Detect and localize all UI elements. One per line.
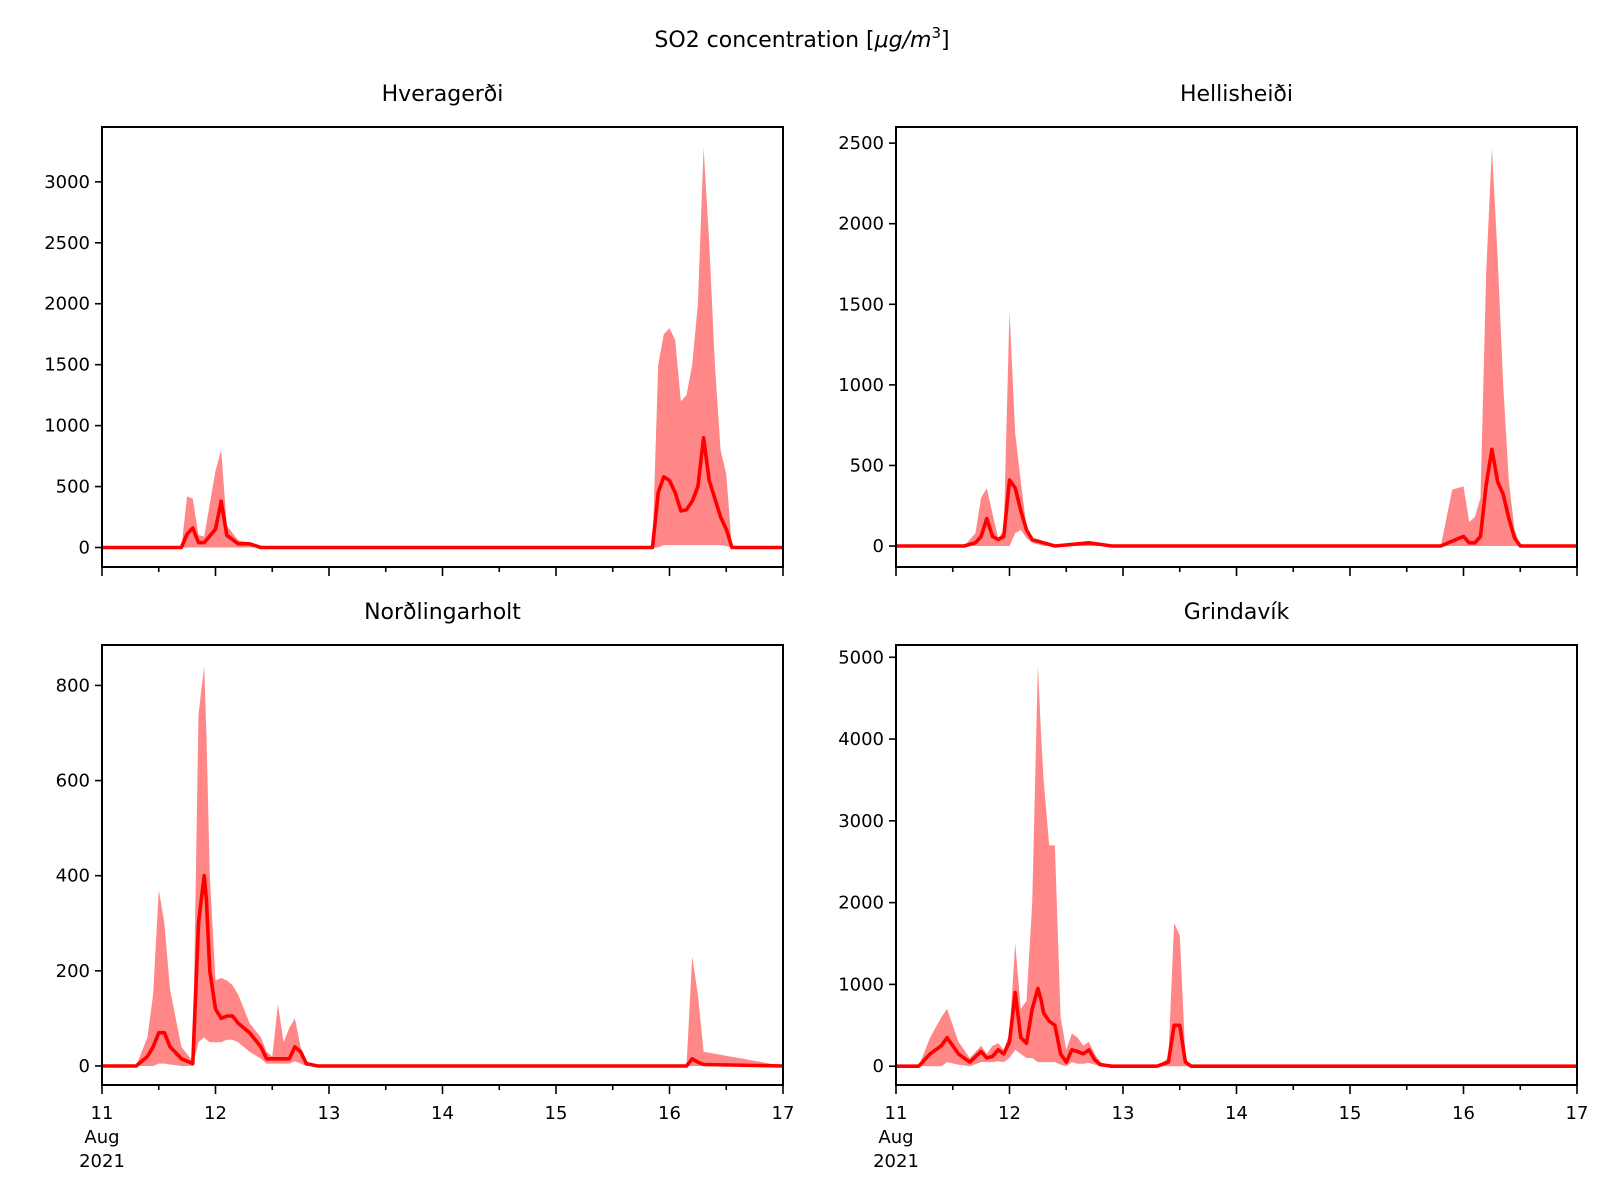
panel-title: Norðlingarholt	[364, 600, 521, 625]
figure-title: SO2 concentration [μg/m3]	[654, 24, 949, 53]
y-tick-label: 3000	[838, 811, 884, 832]
mean-line	[896, 447, 1577, 548]
mean-line	[102, 436, 783, 550]
y-tick-label: 0	[873, 536, 884, 557]
y-tick-label: 1000	[838, 375, 884, 396]
x-tick-label: 16	[1452, 1103, 1475, 1124]
x-tick-label: 11	[885, 1103, 908, 1124]
y-tick-label: 2000	[44, 294, 90, 315]
uncertainty-band	[102, 666, 783, 1066]
y-tick-label: 2500	[44, 233, 90, 254]
panel-title: Hellisheiði	[1180, 82, 1293, 107]
x-tick-label: 12	[998, 1103, 1021, 1124]
y-tick-label: 500	[56, 477, 90, 498]
y-tick-label: 0	[79, 1056, 90, 1077]
x-tick-label: 15	[1339, 1103, 1362, 1124]
panel-title: Grindavík	[1184, 600, 1290, 625]
y-tick-label: 2000	[838, 214, 884, 235]
y-tick-label: 4000	[838, 729, 884, 750]
y-tick-label: 3000	[44, 172, 90, 193]
y-tick-label: 1500	[44, 355, 90, 376]
panel-title: Hveragerði	[382, 82, 504, 107]
y-tick-label: 2000	[838, 893, 884, 914]
x-tick-label: 17	[1566, 1103, 1589, 1124]
y-tick-label: 600	[56, 771, 90, 792]
x-tick-label: 14	[431, 1103, 454, 1124]
x-tick-label: 13	[318, 1103, 341, 1124]
mean-line	[102, 873, 784, 1068]
x-tick-label: 16	[658, 1103, 681, 1124]
panel-hellishei-i: Hellisheiði 0 500 1000 1500 2000 2500	[838, 82, 1578, 576]
y-tick-label: 1500	[838, 294, 884, 315]
uncertainty-band	[896, 665, 1577, 1067]
uncertainty-band	[102, 147, 783, 548]
y-tick-label: 1000	[838, 974, 884, 995]
x-tick-label: 15	[545, 1103, 568, 1124]
axes-frame	[895, 644, 1578, 1086]
x-tick-label: 2021	[79, 1151, 125, 1172]
y-tick-label: 2500	[838, 133, 884, 154]
y-tick-label: 5000	[838, 647, 884, 668]
y-tick-label: 200	[56, 961, 90, 982]
panel-hverager-i: Hveragerði 0 500 1000 1500 2000 2500 3000	[44, 82, 784, 576]
x-tick-label: Aug	[878, 1127, 913, 1148]
y-tick-label: 0	[873, 1056, 884, 1077]
y-tick-label: 0	[79, 537, 90, 558]
x-tick-label: 17	[772, 1103, 795, 1124]
x-tick-label: 14	[1225, 1103, 1248, 1124]
mean-line	[896, 986, 1577, 1068]
y-tick-label: 1000	[44, 416, 90, 437]
x-tick-label: 11	[91, 1103, 114, 1124]
y-tick-label: 800	[56, 675, 90, 696]
x-tick-label: Aug	[84, 1127, 119, 1148]
x-tick-label: 2021	[873, 1151, 919, 1172]
panel-grindavi-k: Grindavík 0 1000 2000 3000 4000 5000 11 Aug 2021 1…	[838, 600, 1588, 1172]
y-tick-label: 400	[56, 866, 90, 887]
axes-frame	[895, 126, 1578, 568]
x-tick-label: 13	[1112, 1103, 1135, 1124]
uncertainty-band	[896, 148, 1577, 546]
y-tick-label: 500	[850, 455, 884, 476]
panel-nor-lingarholt: Norðlingarholt 0 200 400 600 800 11 Aug 2021 12 13…	[56, 600, 795, 1172]
x-tick-label: 12	[204, 1103, 227, 1124]
